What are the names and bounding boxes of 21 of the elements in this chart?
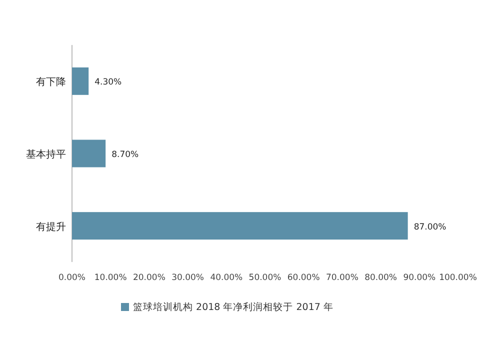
x-tick-label: 10.00% [94, 273, 127, 283]
y-tick-label: 有提升 [36, 220, 66, 233]
data-label: 87.00% [414, 222, 446, 232]
legend-label: 篮球培训机构 2018 年净利润相较于 2017 年 [133, 301, 334, 313]
y-tick-label: 有下降 [36, 76, 66, 88]
bar [72, 67, 89, 95]
x-tick-label: 0.00% [58, 273, 86, 283]
x-tick-label: 90.00% [403, 273, 436, 283]
data-label: 4.30% [94, 78, 122, 88]
x-tick-label: 70.00% [326, 273, 358, 283]
x-tick-label: 20.00% [132, 273, 166, 283]
x-tick-label: 30.00% [172, 273, 204, 283]
x-tick-label: 80.00% [364, 273, 398, 283]
bar [72, 212, 408, 240]
bar [72, 140, 106, 168]
x-tick-label: 50.00% [248, 273, 282, 283]
x-tick-label: 60.00% [287, 273, 320, 283]
y-tick-label: 基本持平 [26, 148, 66, 160]
data-label: 8.70% [112, 150, 139, 160]
x-tick-label: 40.00% [210, 273, 243, 283]
x-tick-label: 100.00% [439, 273, 477, 283]
